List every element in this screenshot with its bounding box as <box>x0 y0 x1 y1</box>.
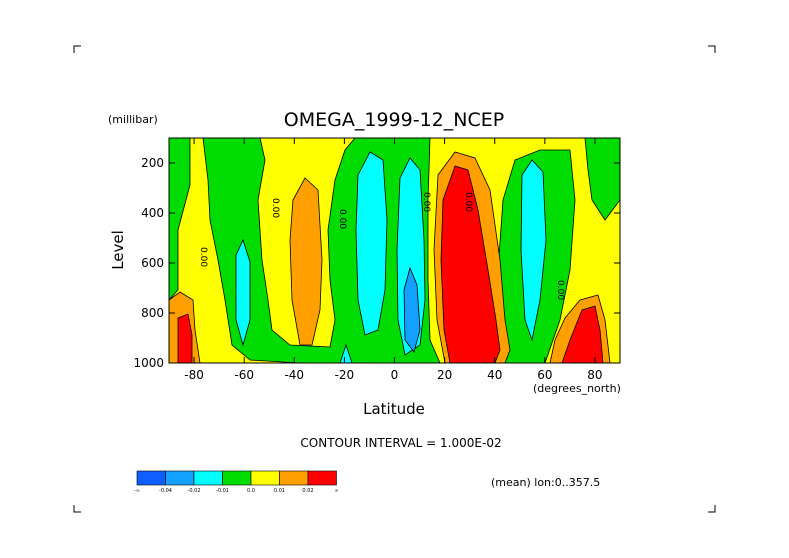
contour-fill-red-arctic <box>561 305 604 363</box>
colorbar-swatch <box>136 470 166 486</box>
x-axis-label: Latitude <box>363 400 425 418</box>
x-tick-label: -80 <box>184 368 204 382</box>
contour-label-4: 0.00 <box>421 192 431 212</box>
x-tick-label: 60 <box>537 368 552 382</box>
colorbar-swatch <box>307 470 337 486</box>
colorbar-swatch <box>193 470 223 486</box>
contour-fill-orange-subtropic <box>289 177 323 346</box>
x-tick-label: -40 <box>284 368 304 382</box>
y-tick-label: 1000 <box>133 356 164 370</box>
colorbar-label: -0.04 <box>159 488 172 494</box>
contour-fill-green-arctic <box>584 138 620 221</box>
contour-label-3: 0.00 <box>337 209 347 229</box>
colorbar-label: ∞ <box>334 488 338 494</box>
contour-fill-red-sh-pole <box>177 313 193 363</box>
colorbar-swatch <box>222 470 252 486</box>
y-axis-label: Level <box>109 230 127 270</box>
y-axis: 200 400 600 800 1000 <box>133 156 620 370</box>
x-tick-label: -20 <box>335 368 355 382</box>
colorbar-swatch <box>250 470 280 486</box>
y-tick-label: 800 <box>141 306 164 320</box>
contour-fill-blue <box>403 266 421 353</box>
contour-label-1: 0.00 <box>198 247 208 267</box>
x-tick-label: 0 <box>391 368 399 382</box>
x-tick-label: -60 <box>234 368 254 382</box>
colorbar-label: -∞ <box>134 488 140 494</box>
contour-fill-red-nh <box>440 165 501 363</box>
y-units-label: (millibar) <box>108 113 158 126</box>
colorbar-label: 0.0 <box>247 488 255 494</box>
contour-label-2: 0.00 <box>270 198 280 218</box>
x-units-label: (degrees_north) <box>533 382 621 395</box>
contour-label-6: 0.00 <box>555 280 565 300</box>
chart-title: OMEGA_1999-12_NCEP <box>284 109 504 131</box>
x-axis: -80 -60 -40 -20 0 20 40 60 80 <box>184 138 603 382</box>
contour-label-5: 0.00 <box>463 192 473 212</box>
y-tick-label: 200 <box>141 156 164 170</box>
contour-fill-cyan-4 <box>520 159 547 342</box>
contour-fill-cyan-2 <box>355 151 388 336</box>
crop-marks <box>73 45 716 513</box>
contour-interval-text: CONTOUR INTERVAL = 1.000E-02 <box>300 436 501 450</box>
colorbar-swatch <box>279 470 309 486</box>
x-tick-label: 20 <box>437 368 452 382</box>
y-tick-label: 400 <box>141 206 164 220</box>
colorbar-label: -0.01 <box>216 488 229 494</box>
contour-fill-cyan-5 <box>339 343 353 363</box>
colorbar-label: 0.02 <box>302 488 313 494</box>
x-tick-label: 80 <box>587 368 602 382</box>
colorbar-label: -0.02 <box>188 488 201 494</box>
mean-text: (mean) lon:0..357.5 <box>491 476 600 489</box>
contour-fill-cyan-1 <box>235 238 251 347</box>
colorbar-label: 0.01 <box>274 488 285 494</box>
colorbar-swatch <box>165 470 195 486</box>
plot-area: 0.00 0.00 0.00 0.00 0.00 0.00 <box>168 137 621 364</box>
x-tick-label: 40 <box>487 368 502 382</box>
contour-fill-green-west <box>169 138 191 301</box>
y-tick-label: 600 <box>141 256 164 270</box>
colorbar: -∞ -0.04 -0.02 -0.01 0.0 0.01 0.02 ∞ <box>134 470 339 494</box>
